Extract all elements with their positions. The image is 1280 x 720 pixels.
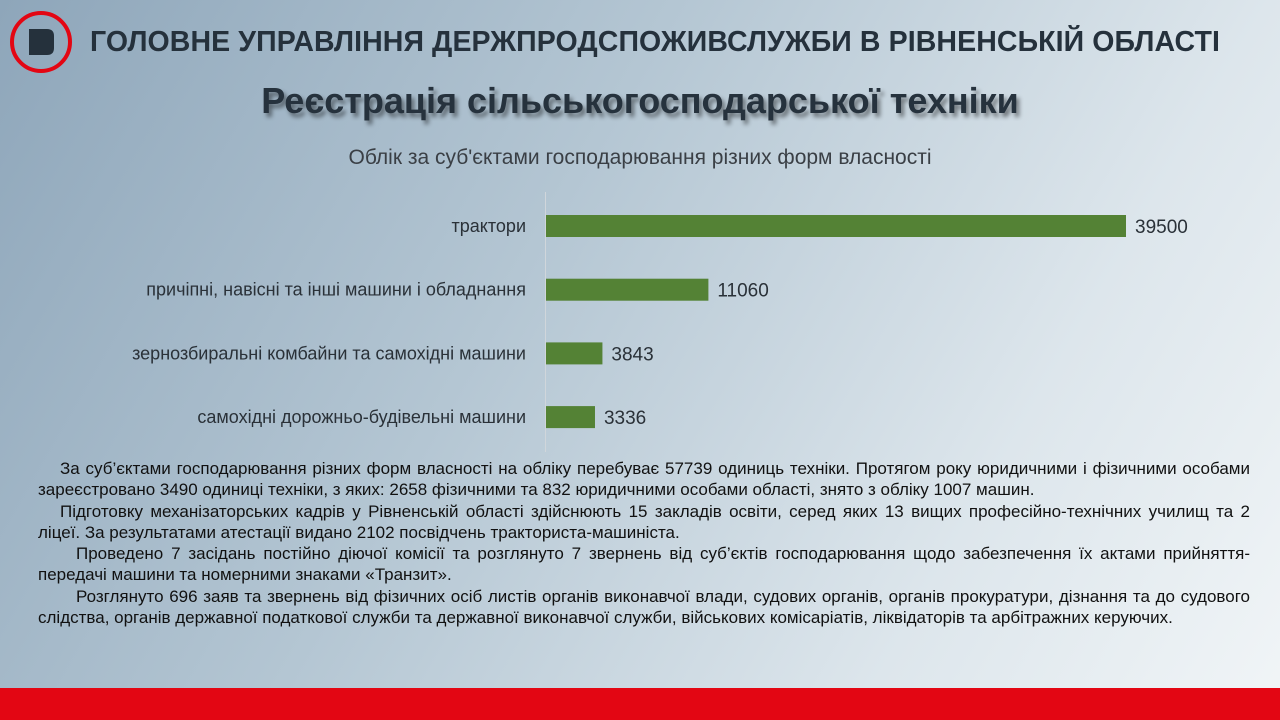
chart-title: Облік за суб'єктами господарювання різни…	[348, 146, 932, 169]
data-label: 3843	[611, 344, 653, 365]
bar-chart: трактори 39500 причіпні, навісні та інші м…	[132, 192, 1188, 452]
letter-d-logo-icon	[29, 29, 54, 55]
category-label: самохідні дорожньо-будівельні машини	[197, 407, 526, 427]
paragraph: Проведено 7 засідань постійно діючої ком…	[38, 544, 1250, 585]
category-label: зернозбиральні комбайни та самохідні маш…	[132, 343, 526, 363]
logo	[10, 11, 72, 73]
bar	[546, 278, 709, 301]
category-label: трактори	[452, 216, 526, 236]
bar	[546, 215, 1126, 237]
footer-bar	[0, 688, 1280, 720]
category-label: причіпні, навісні та інші машини і облад…	[146, 280, 526, 300]
bar	[546, 342, 603, 365]
data-label: 39500	[1135, 217, 1188, 238]
body-text: За суб’єктами господарювання різних форм…	[38, 458, 1250, 628]
paragraph: Розглянуто 696 заяв та звернень від фізи…	[38, 586, 1250, 628]
page-title: Реєстрація сільськогосподарської техніки	[261, 80, 1019, 121]
bar	[546, 406, 595, 429]
data-label: 3336	[604, 408, 646, 429]
paragraph: За суб’єктами господарювання різних форм…	[38, 459, 1250, 500]
data-label: 11060	[717, 281, 768, 302]
organization-name: ГОЛОВНЕ УПРАВЛІННЯ ДЕРЖПРОДСПОЖИВСЛУЖБИ …	[90, 26, 1220, 58]
paragraph: Підготовку механізаторських кадрів у Рів…	[38, 501, 1250, 542]
